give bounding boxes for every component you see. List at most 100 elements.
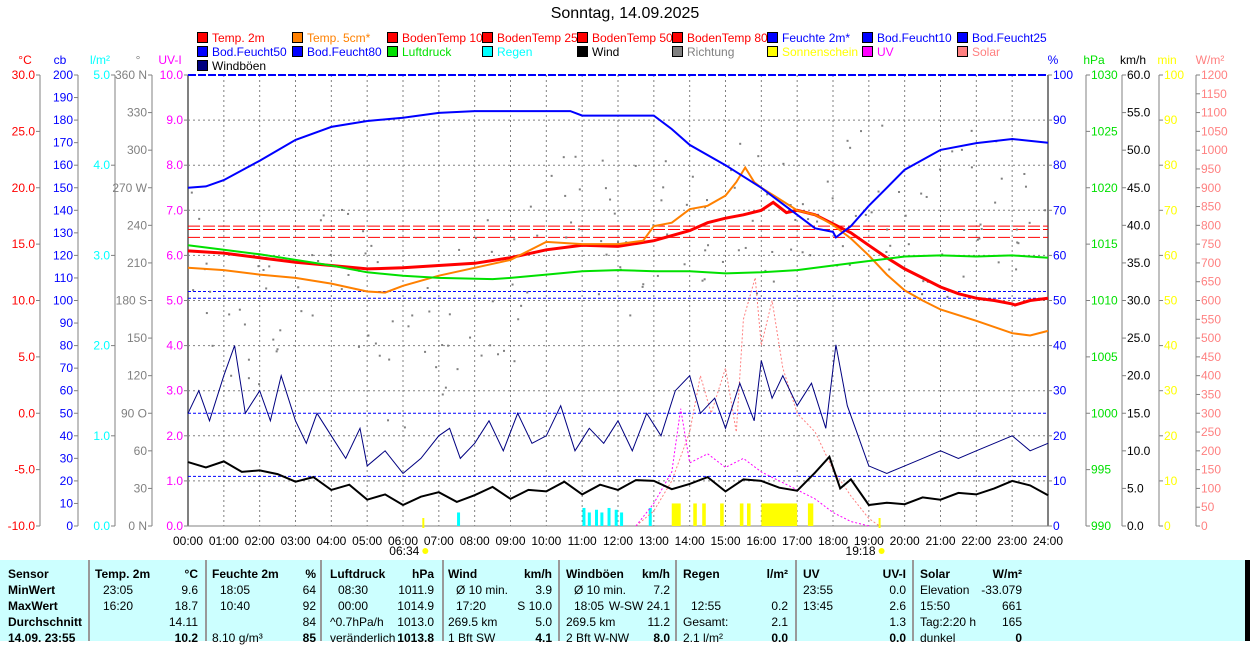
table-cell: 11.2 [647,615,670,629]
direction-dot [807,218,810,221]
direction-dot [329,253,332,256]
table-cell: 269.5 km [566,615,616,629]
axis-tick-label: 600 [1201,294,1221,308]
table-header: Luftdruck [330,567,386,581]
axis-tick-label: 60 [1164,248,1178,262]
table-header: km/h [641,567,670,581]
table-cell: 165 [1001,615,1022,629]
axis-tick-label: 40 [60,429,74,443]
rain-bar [607,507,611,526]
table-cell: ^0.7hPa/h [330,615,384,629]
direction-dot [411,314,414,317]
table-cell: 7.2 [653,583,670,597]
axis-tick-label: 4.0 [93,158,110,172]
direction-dot [951,150,954,153]
direction-dot [978,237,981,240]
table-cell: Ø 10 min. [456,583,509,597]
direction-dot [848,263,851,266]
rain-bar [648,507,652,526]
direction-dot [419,296,422,299]
table-cell: 84 [302,615,316,629]
axis-tick-label: 110 [54,271,73,285]
direction-dot [435,366,438,369]
direction-dot [272,338,275,341]
table-cell: 1.3 [889,615,906,629]
direction-dot [205,262,208,265]
axis-tick-label: 30.0 [1127,294,1151,308]
axis-tick-label: 60 [60,384,74,398]
direction-dot [407,325,410,328]
direction-dot [374,342,377,345]
x-tick-label: 06:00 [388,534,418,548]
axis-tick-label: 55.0 [1127,106,1151,120]
legend-swatch [767,46,778,57]
direction-dot [247,358,250,361]
axis-tick-label: 6.0 [166,248,183,262]
direction-dot [904,214,907,217]
legend-label: Regen [497,45,533,59]
direction-dot [601,159,604,162]
axis-tick-label: 995 [1091,463,1111,477]
direction-dot [970,129,973,132]
axis-tick-label: 50.0 [1127,143,1151,157]
direction-dot [685,203,688,206]
direction-dot [403,426,406,429]
rain-bar [457,512,461,526]
table-cell: 14.11 [168,615,198,629]
direction-dot [826,180,829,183]
direction-dot [885,250,888,253]
axis-tick-label: 1000 [1091,406,1118,420]
axis-tick-label: 1050 [1201,124,1228,138]
direction-dot [456,368,459,371]
legend-swatch [577,46,588,57]
direction-dot [619,266,622,269]
sunshine-bar [761,503,798,526]
legend-label: Wind [592,45,620,59]
direction-dot [441,393,444,396]
x-tick-label: 09:00 [495,534,525,548]
axis-unit-label: % [1048,53,1059,67]
legend-swatch [482,32,493,43]
direction-dot [613,212,616,215]
legend-item: Bod.Feucht10 [862,31,952,45]
axis-tick-label: 90 [60,316,74,330]
axis-tick-label: 10 [60,496,74,510]
x-tick-label: 21:00 [925,534,955,548]
direction-dot [666,233,669,236]
axis-tick-label: 1025 [1091,124,1118,138]
table-cell: Tag:2:20 h [920,615,977,629]
direction-dot [258,383,261,386]
axis-tick-label: 500 [1201,331,1221,345]
direction-dot [755,292,758,295]
x-tick-label: 19:00 [854,534,884,548]
axis-tick-label: 15.0 [1127,406,1151,420]
x-tick-label: 22:00 [961,534,991,548]
legend-item: Regen [482,45,532,59]
direction-dot [230,374,233,377]
axis-tick-label: 0 [1201,519,1208,533]
axis-tick-label: 30 [134,481,148,495]
legend-item: BodenTemp 50 [577,31,673,45]
direction-dot [877,190,880,193]
table-cell: 23:55 [803,583,834,597]
legend-item: Wind [577,45,619,59]
table-cell: 08:30 [338,583,369,597]
direction-dot [617,241,620,244]
direction-dot [707,244,710,247]
axis-tick-label: 100 [1053,68,1073,82]
axis-tick-label: 180 [53,113,73,127]
table-cell: 0.0 [889,583,906,597]
legend-swatch [672,46,683,57]
direction-dot [963,228,966,231]
direction-dot [733,186,736,189]
axis-unit-label: UV-I [158,53,181,67]
direction-dot [629,314,632,317]
direction-dot [578,188,581,191]
direction-dot [536,234,539,237]
legend-item: Temp. 2m [197,31,265,45]
direction-dot [662,186,665,189]
direction-dot [790,248,793,251]
axis-tick-label: 50 [1053,294,1067,308]
direction-dot [744,246,747,249]
axis-tick-label: 450 [1201,350,1221,364]
